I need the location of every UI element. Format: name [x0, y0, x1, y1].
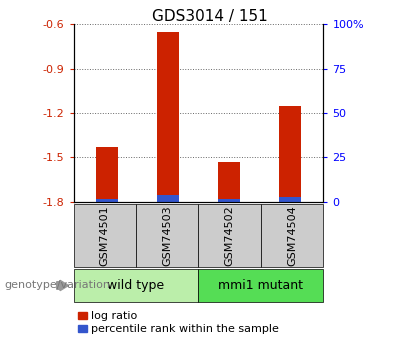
Text: GSM74504: GSM74504 — [287, 205, 297, 266]
Text: GDS3014 / 151: GDS3014 / 151 — [152, 9, 268, 23]
Bar — [96, 147, 118, 202]
Text: log ratio: log ratio — [91, 311, 137, 321]
Text: genotype/variation: genotype/variation — [4, 280, 110, 290]
Bar — [96, 199, 118, 202]
Text: GSM74503: GSM74503 — [162, 205, 172, 266]
Text: wild type: wild type — [108, 279, 165, 292]
Bar — [279, 197, 301, 202]
Bar — [158, 31, 178, 202]
Bar — [158, 195, 178, 202]
Bar — [218, 162, 239, 202]
Text: mmi1 mutant: mmi1 mutant — [218, 279, 303, 292]
Text: percentile rank within the sample: percentile rank within the sample — [91, 324, 279, 334]
Text: GSM74501: GSM74501 — [100, 205, 110, 266]
Bar — [279, 106, 301, 202]
Text: GSM74502: GSM74502 — [225, 205, 235, 266]
Bar — [218, 199, 239, 202]
